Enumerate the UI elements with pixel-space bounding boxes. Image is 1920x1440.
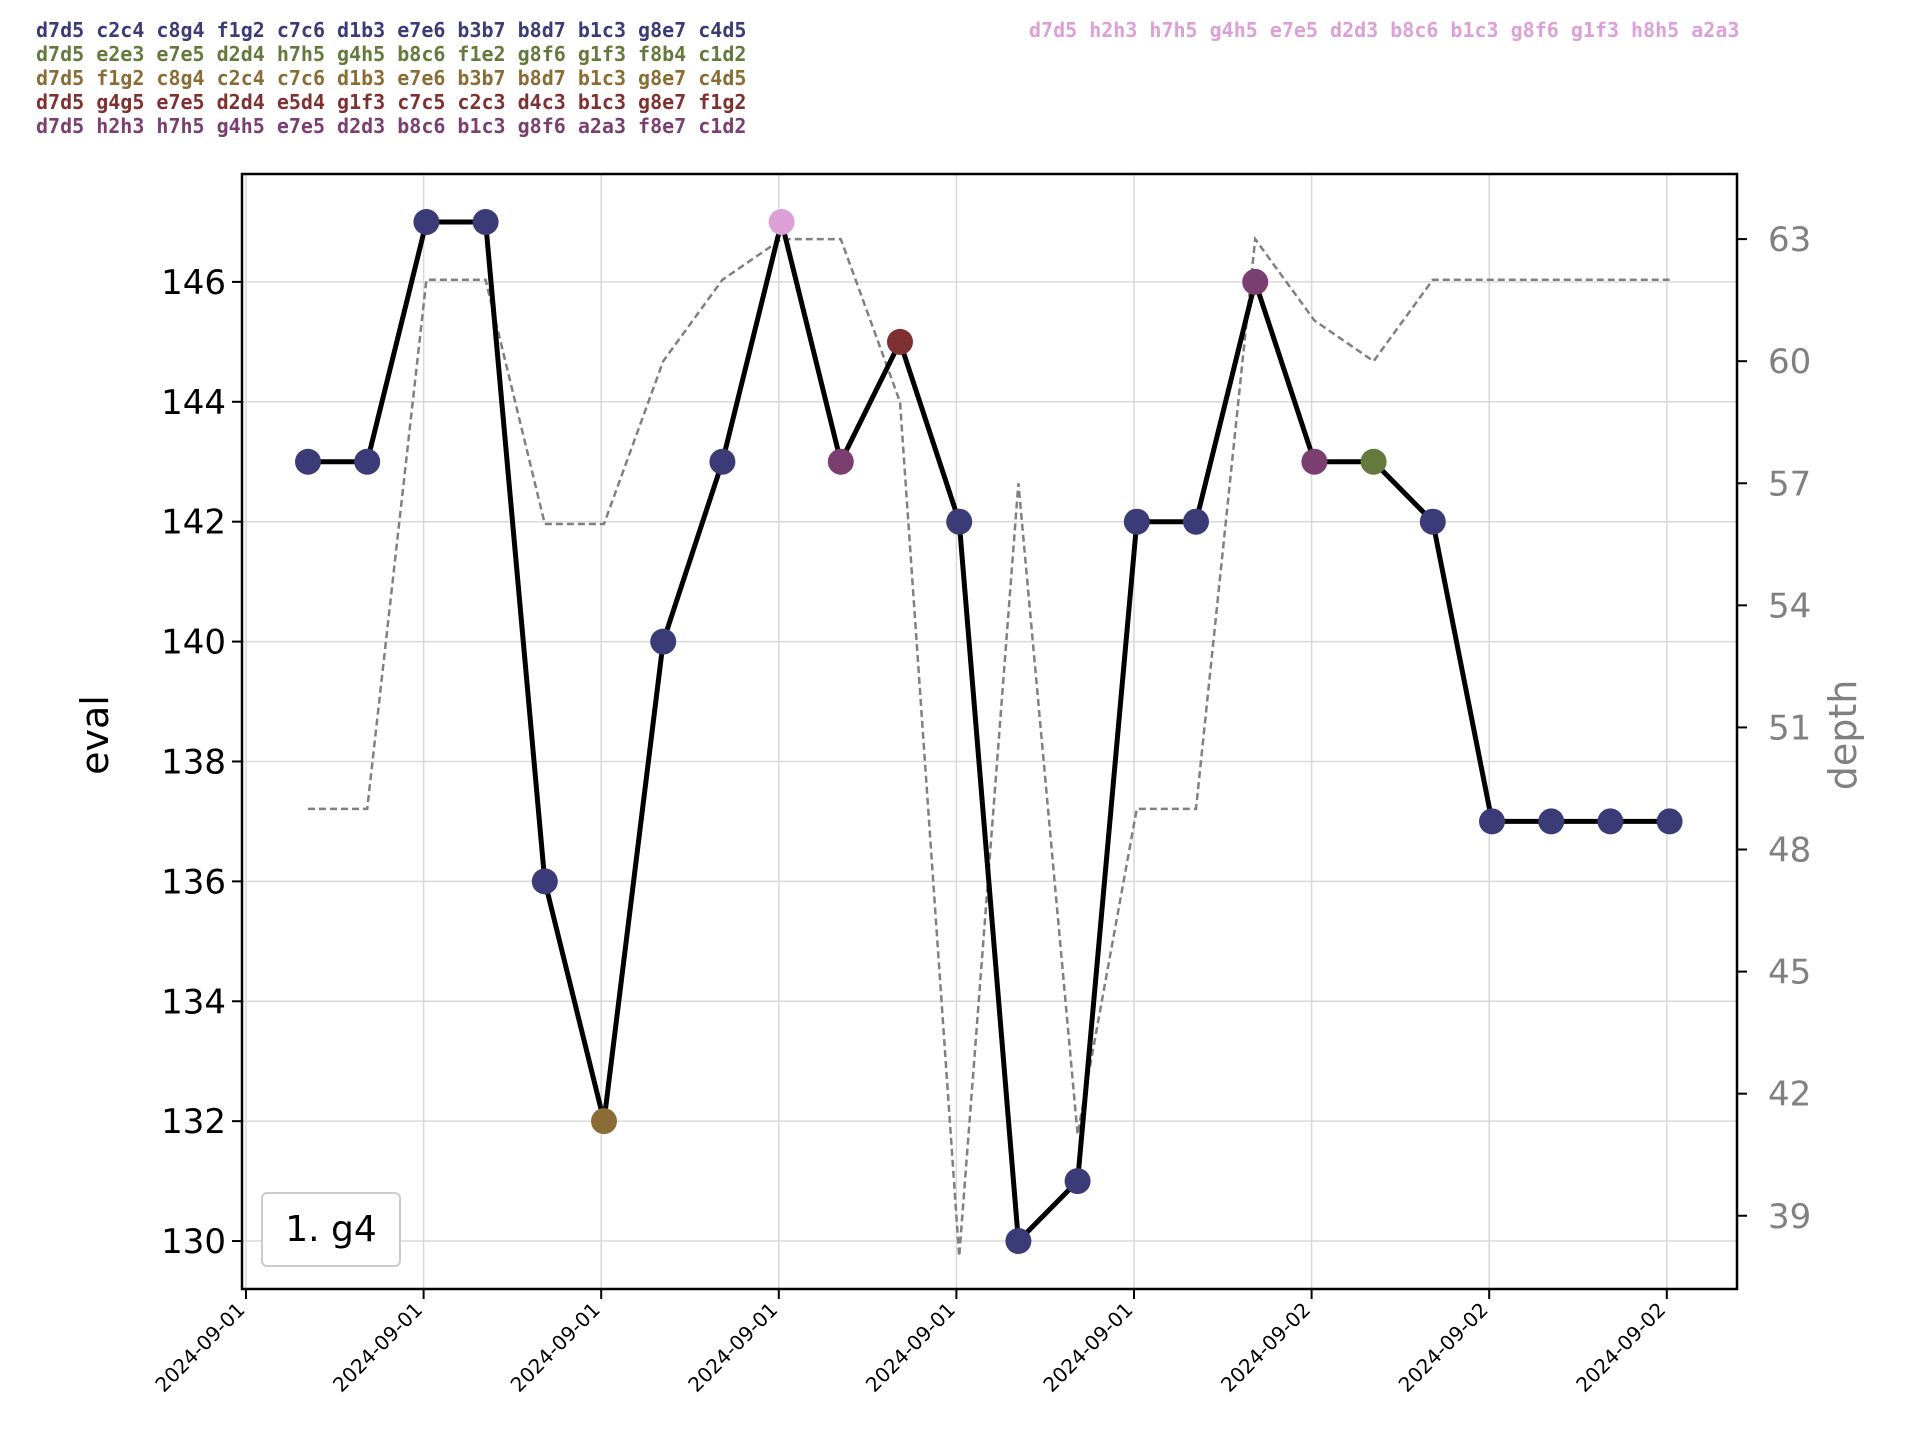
y-tick-label: 132 — [161, 1102, 226, 1142]
variation-line: d7d5 h2h3 h7h5 g4h5 e7e5 d2d3 b8c6 b1c3 … — [1029, 18, 1740, 42]
y-tick-label: 130 — [161, 1222, 226, 1262]
eval-point — [472, 208, 499, 235]
variation-line: d7d5 e2e3 e7e5 d2d4 h7h5 g4h5 b8c6 f1e2 … — [36, 42, 747, 66]
variation-line: d7d5 f1g2 c8g4 c2c4 c7c6 d1b3 e7e6 b3b7 … — [36, 66, 747, 90]
eval-point — [1183, 508, 1209, 535]
eval-point — [295, 448, 321, 475]
eval-point — [1242, 268, 1269, 295]
y-tick-label: 134 — [161, 982, 226, 1022]
y-axis-label: eval — [73, 695, 117, 775]
eval-point — [709, 448, 736, 475]
depth-series — [308, 235, 1670, 1257]
x-tick-label: 2024-09-01 — [683, 1298, 782, 1397]
eval-points — [295, 208, 1683, 1255]
y2-tick-label: 51 — [1768, 708, 1811, 748]
legend-box — [261, 1192, 401, 1267]
y-tick-label: 136 — [161, 862, 226, 902]
x-axis-ticks: 2024-09-01 2024-09-01 2024-09-01 2024-09-01… — [150, 1289, 1670, 1397]
y2-tick-label: 63 — [1768, 220, 1811, 260]
eval-point — [650, 628, 677, 655]
eval-point — [1123, 508, 1150, 535]
eval-point — [1360, 448, 1387, 475]
eval-line — [308, 219, 1670, 1244]
y2-tick-label: 60 — [1768, 342, 1811, 382]
eval-series — [308, 219, 1670, 1244]
eval-point — [887, 328, 913, 355]
legend: 1. g4 — [261, 1192, 401, 1267]
variation-line: d7d5 g4g5 e7e5 d2d4 e5d4 g1f3 c7c5 c2c3 … — [36, 90, 747, 114]
x-tick-label: 2024-09-01 — [1038, 1298, 1137, 1397]
eval-point — [946, 508, 973, 535]
y2-tick-label: 54 — [1768, 586, 1811, 626]
eval-point — [591, 1108, 617, 1135]
eval-point — [1538, 808, 1565, 835]
y-tick-label: 146 — [161, 263, 226, 303]
y2-tick-label: 45 — [1768, 953, 1811, 993]
y2-axis-label: depth — [1821, 680, 1865, 791]
x-tick-label: 2024-09-01 — [861, 1298, 960, 1397]
legend-label: 1. g4 — [285, 1209, 377, 1250]
eval-point — [1301, 448, 1328, 475]
y2-tick-label: 57 — [1768, 464, 1811, 504]
eval-point — [1597, 808, 1624, 835]
plot-frame — [240, 172, 1739, 1291]
eval-point — [768, 208, 795, 235]
eval-point — [1419, 508, 1446, 535]
eval-point — [1656, 808, 1683, 835]
depth-line — [308, 235, 1670, 1257]
y-tick-label: 140 — [161, 623, 226, 663]
y2-axis-ticks: 39 42 45 48 51 54 57 60 63 — [1737, 220, 1811, 1237]
variation-line: d7d5 c2c4 c8g4 f1g2 c7c6 d1b3 e7e6 b3b7 … — [36, 18, 747, 42]
eval-point — [1479, 808, 1505, 835]
y-axis-ticks: 130 132 134 136 138 140 142 144 146 — [161, 263, 242, 1262]
y2-tick-label: 39 — [1768, 1197, 1811, 1237]
variation-line: d7d5 h2h3 h7h5 g4h5 e7e5 d2d3 b8c6 b1c3 … — [36, 114, 747, 138]
y-tick-label: 144 — [161, 383, 226, 423]
y2-tick-label: 42 — [1768, 1075, 1811, 1115]
x-tick-label: 2024-09-02 — [1216, 1298, 1315, 1397]
principal-variations: d7d5 c2c4 c8g4 f1g2 c7c6 d1b3 e7e6 b3b7 … — [0, 0, 1920, 160]
eval-point — [1064, 1168, 1091, 1195]
y-tick-label: 138 — [161, 742, 226, 782]
eval-point — [827, 448, 854, 475]
eval-point — [413, 208, 440, 235]
x-tick-label: 2024-09-01 — [150, 1298, 249, 1397]
y-tick-label: 142 — [161, 503, 226, 543]
x-tick-label: 2024-09-02 — [1571, 1298, 1670, 1397]
x-tick-label: 2024-09-01 — [328, 1298, 427, 1397]
eval-point — [354, 448, 381, 475]
grid — [242, 174, 1737, 1289]
y2-tick-label: 48 — [1768, 831, 1811, 871]
x-tick-label: 2024-09-02 — [1394, 1298, 1493, 1397]
eval-point — [531, 868, 558, 895]
eval-point — [1005, 1228, 1032, 1255]
x-tick-label: 2024-09-01 — [506, 1298, 605, 1397]
